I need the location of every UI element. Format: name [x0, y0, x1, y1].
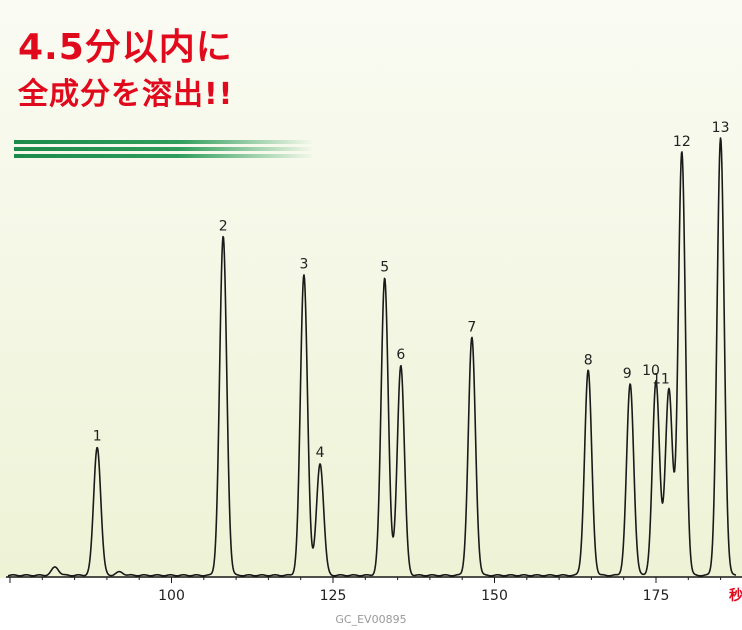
x-tick-label: 100	[158, 588, 185, 604]
peak-label: 10	[642, 363, 660, 379]
peak-label: 9	[623, 366, 632, 382]
figure-code: GC_EV00895	[335, 613, 407, 626]
peak-label: 2	[219, 218, 228, 234]
peak-label: 11	[652, 371, 670, 387]
peak-label: 7	[467, 319, 476, 335]
peak-label: 5	[380, 259, 389, 275]
peak-label: 13	[712, 120, 730, 136]
x-axis: 100125150175200225250275	[6, 576, 742, 604]
stripe	[14, 147, 314, 151]
stripe	[14, 154, 314, 158]
headline-line-2: 全成分を溶出!!	[18, 77, 234, 112]
peak-label: 1	[93, 429, 102, 445]
plot-background	[0, 0, 742, 578]
peak-label: 6	[396, 347, 405, 363]
decorative-stripes	[14, 140, 314, 161]
peak-label: 4	[316, 445, 325, 461]
stripe	[14, 140, 314, 144]
chromatogram-trace	[7, 137, 737, 577]
x-axis-unit-label: 秒	[729, 587, 742, 604]
peak-label: 12	[673, 134, 691, 150]
headline-line-1: 4.5分以内に	[18, 27, 233, 68]
x-tick-label: 175	[643, 588, 670, 604]
peak-label: 3	[299, 257, 308, 273]
chromatogram-chart: 100125150175200225250275 123456789101112…	[6, 120, 742, 604]
x-tick-label: 150	[481, 588, 508, 604]
peak-labels: 12345678910111213141516171819202122	[93, 120, 730, 461]
x-tick-label: 125	[320, 588, 347, 604]
peak-label: 8	[584, 352, 593, 368]
headline: 4.5分以内に 全成分を溶出!!	[18, 30, 233, 110]
